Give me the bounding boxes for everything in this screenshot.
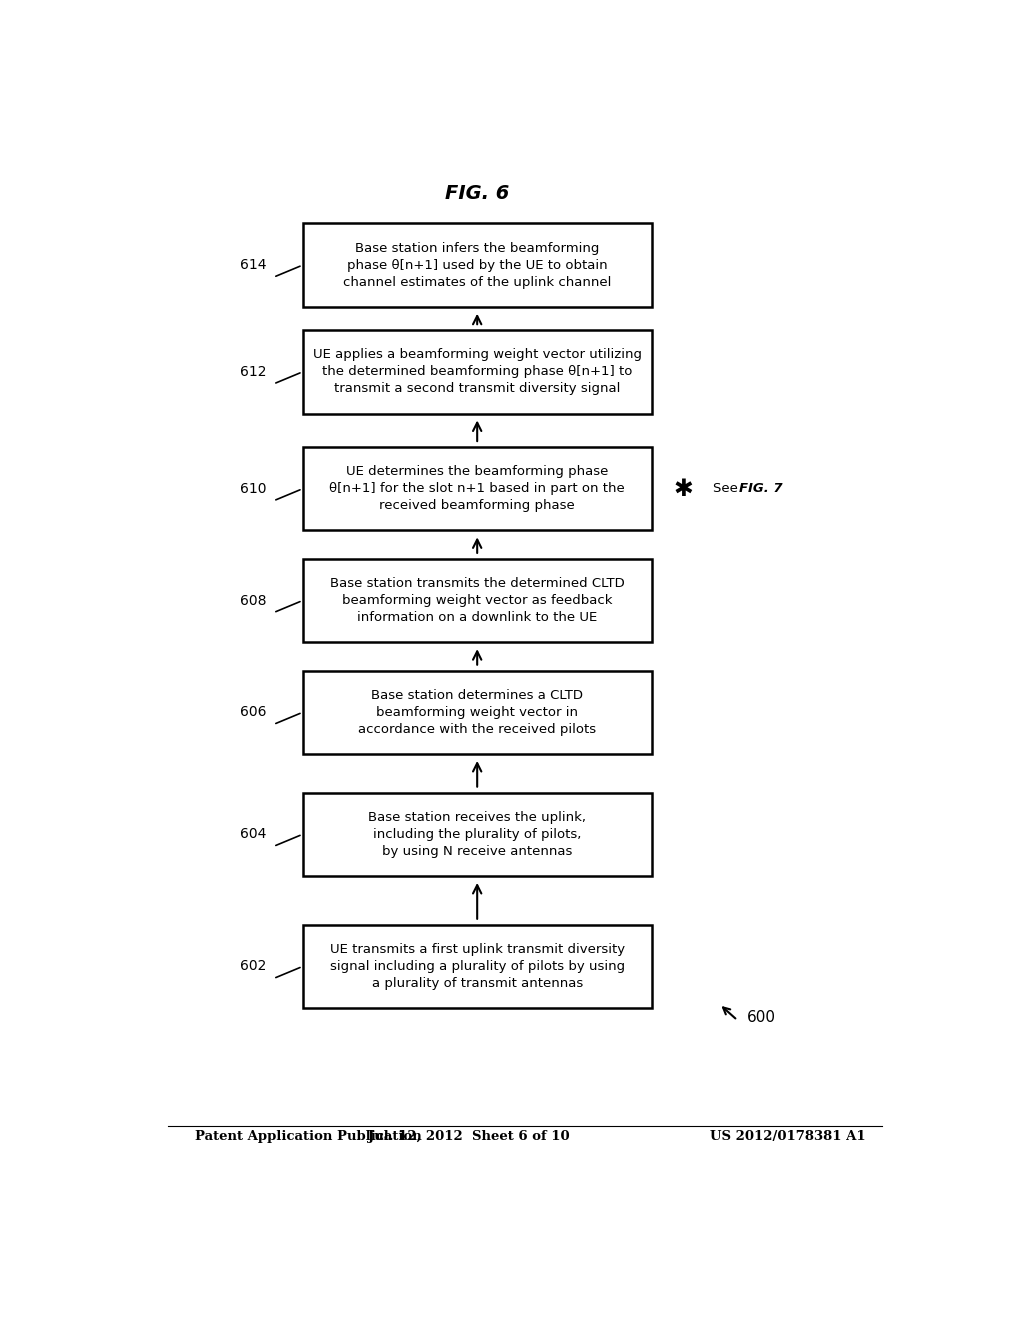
- FancyBboxPatch shape: [303, 223, 652, 306]
- Text: Jul. 12, 2012  Sheet 6 of 10: Jul. 12, 2012 Sheet 6 of 10: [369, 1130, 570, 1143]
- FancyBboxPatch shape: [303, 447, 652, 531]
- Text: UE determines the beamforming phase
θ[n+1] for the slot n+1 based in part on the: UE determines the beamforming phase θ[n+…: [330, 465, 625, 512]
- Text: Base station receives the uplink,
including the plurality of pilots,
by using N : Base station receives the uplink, includ…: [369, 810, 586, 858]
- Text: US 2012/0178381 A1: US 2012/0178381 A1: [711, 1130, 866, 1143]
- Text: 614: 614: [240, 259, 266, 272]
- FancyBboxPatch shape: [303, 330, 652, 413]
- FancyBboxPatch shape: [303, 558, 652, 643]
- Text: ✱: ✱: [674, 477, 693, 500]
- FancyBboxPatch shape: [303, 671, 652, 754]
- Text: Base station determines a CLTD
beamforming weight vector in
accordance with the : Base station determines a CLTD beamformi…: [358, 689, 596, 735]
- Text: 610: 610: [240, 482, 266, 496]
- Text: See: See: [713, 482, 742, 495]
- Text: 602: 602: [240, 960, 266, 973]
- FancyBboxPatch shape: [303, 792, 652, 876]
- Text: 612: 612: [240, 364, 266, 379]
- Text: Base station infers the beamforming
phase θ[n+1] used by the UE to obtain
channe: Base station infers the beamforming phas…: [343, 242, 611, 289]
- Text: UE applies a beamforming weight vector utilizing
the determined beamforming phas: UE applies a beamforming weight vector u…: [312, 348, 642, 396]
- Text: FIG. 7: FIG. 7: [739, 482, 782, 495]
- Text: 606: 606: [240, 705, 266, 719]
- Text: 608: 608: [240, 594, 266, 607]
- Text: Patent Application Publication: Patent Application Publication: [196, 1130, 422, 1143]
- Text: UE transmits a first uplink transmit diversity
signal including a plurality of p: UE transmits a first uplink transmit div…: [330, 942, 625, 990]
- Text: FIG. 6: FIG. 6: [445, 185, 509, 203]
- Text: 600: 600: [748, 1010, 776, 1024]
- Text: Base station transmits the determined CLTD
beamforming weight vector as feedback: Base station transmits the determined CL…: [330, 577, 625, 624]
- Text: 604: 604: [240, 828, 266, 841]
- FancyBboxPatch shape: [303, 925, 652, 1008]
